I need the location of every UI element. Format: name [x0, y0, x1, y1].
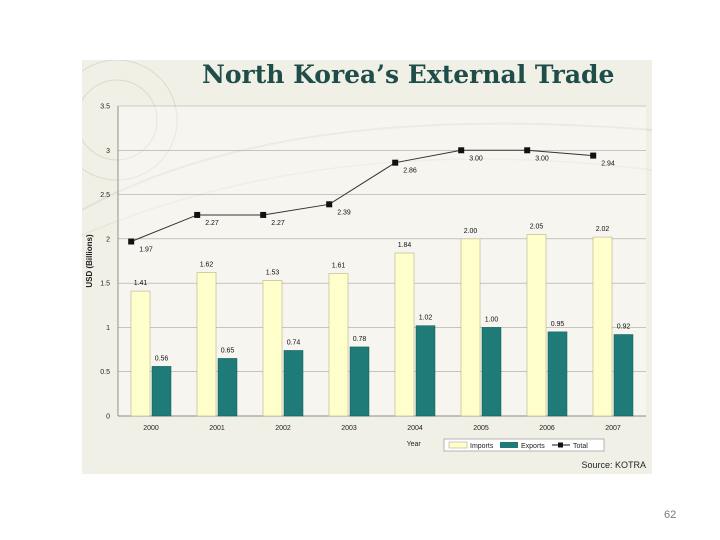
- total-marker: [524, 147, 531, 154]
- legend-label-exports: Exports: [521, 443, 545, 450]
- imports-bar: [592, 236, 613, 417]
- total-marker: [260, 211, 267, 218]
- total-value-label: 3.00: [469, 155, 483, 162]
- x-tick-label: 2007: [605, 425, 621, 432]
- exports-bar: [151, 366, 172, 417]
- imports-value-label: 1.62: [200, 262, 214, 269]
- legend-marker-total: [558, 442, 563, 448]
- total-marker: [194, 211, 201, 218]
- total-value-label: 2.86: [403, 168, 417, 175]
- imports-value-label: 1.41: [134, 280, 148, 287]
- y-tick-label: 1: [106, 325, 110, 332]
- page-number: 62: [664, 509, 677, 521]
- exports-value-label: 0.74: [287, 339, 301, 346]
- exports-bar: [217, 358, 238, 417]
- deco-circle: [82, 79, 158, 161]
- exports-bar: [415, 325, 436, 417]
- deco-circle: [82, 60, 178, 181]
- y-tick-label: 3.5: [100, 104, 110, 111]
- y-tick-label: 2: [106, 236, 110, 243]
- imports-bar: [394, 252, 415, 417]
- x-axis-title: Year: [407, 441, 422, 448]
- y-tick-label: 0.5: [100, 369, 110, 376]
- chart-figure: 0 0.5 1 1.5 2 2.5 3 3.5 USD (Billions) 2000 1.41 0.…: [82, 60, 652, 474]
- imports-value-label: 1.61: [332, 262, 346, 269]
- legend-swatch-imports: [448, 441, 468, 449]
- total-marker: [590, 152, 597, 159]
- exports-value-label: 0.78: [353, 336, 367, 343]
- legend-label-imports: Imports: [470, 443, 494, 450]
- exports-value-label: 1.00: [485, 316, 499, 323]
- total-value-label: 1.97: [139, 247, 153, 254]
- legend-box: [443, 438, 605, 452]
- legend-label-total: Total: [573, 443, 588, 450]
- imports-value-label: 1.53: [266, 269, 280, 276]
- y-tick-label: 2.5: [100, 192, 110, 199]
- imports-bar: [130, 290, 151, 417]
- imports-bar: [196, 272, 217, 417]
- x-tick-label: 2001: [209, 425, 225, 432]
- total-marker: [326, 201, 333, 208]
- exports-value-label: 0.56: [155, 355, 169, 362]
- exports-bar: [613, 334, 634, 417]
- x-tick-label: 2005: [473, 425, 489, 432]
- imports-value-label: 1.84: [398, 242, 412, 249]
- x-tick-label: 2004: [407, 425, 423, 432]
- imports-bar: [262, 280, 283, 417]
- source-note: Source: KOTRA: [581, 460, 646, 470]
- exports-bar: [547, 331, 568, 417]
- decorative-background: [82, 60, 652, 236]
- x-tick-label: 2006: [539, 425, 555, 432]
- imports-value-label: 2.00: [464, 228, 478, 235]
- exports-bar: [283, 350, 304, 417]
- total-value-label: 3.00: [535, 155, 549, 162]
- imports-bar: [526, 234, 547, 417]
- legend-swatch-exports: [500, 442, 518, 448]
- legend: Imports Exports Total: [443, 438, 605, 452]
- total-line: [131, 149, 594, 242]
- deco-arc: [82, 122, 652, 211]
- total-marker: [128, 238, 135, 245]
- exports-bar: [349, 346, 370, 417]
- y-tick-label: 0: [106, 414, 110, 421]
- total-marker: [392, 159, 399, 166]
- exports-value-label: 0.95: [551, 321, 565, 328]
- x-tick-label: 2002: [275, 425, 291, 432]
- imports-bar: [460, 238, 481, 417]
- total-value-label: 2.27: [205, 220, 219, 227]
- y-axis-title: USD (Billions): [85, 234, 94, 288]
- total-marker: [458, 147, 465, 154]
- exports-value-label: 1.02: [419, 315, 433, 322]
- imports-value-label: 2.05: [530, 223, 544, 230]
- total-value-label: 2.39: [337, 209, 351, 216]
- imports-bar: [328, 273, 349, 417]
- deco-arc: [82, 158, 652, 236]
- exports-bar: [481, 327, 502, 417]
- x-tick-label: 2000: [143, 425, 159, 432]
- imports-value-label: 2.02: [596, 226, 610, 233]
- x-tick-label: 2003: [341, 425, 357, 432]
- exports-value-label: 0.65: [221, 347, 235, 354]
- exports-value-label: 0.92: [617, 324, 631, 331]
- total-value-label: 2.27: [271, 220, 285, 227]
- slide-title: North Korea’s External Trade: [202, 60, 615, 89]
- y-tick-label: 3: [106, 148, 110, 155]
- chart-svg: 0 0.5 1 1.5 2 2.5 3 3.5 USD (Billions) 2000 1.41 0.…: [82, 60, 652, 452]
- total-value-label: 2.94: [601, 161, 615, 168]
- y-tick-label: 1.5: [100, 281, 110, 288]
